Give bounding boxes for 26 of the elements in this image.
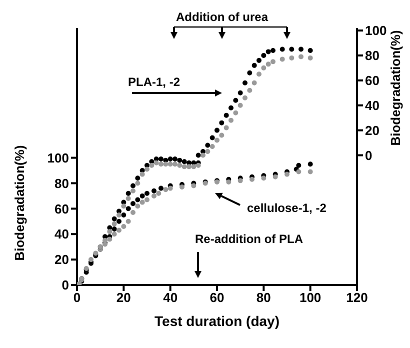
x-tick-label: 100 <box>299 290 322 306</box>
y-tick-label: 100 <box>47 150 69 166</box>
annotation: Re-addition of PLA <box>195 232 304 246</box>
y2-tick-label: 80 <box>365 48 380 64</box>
x-axis-title: Test duration (day) <box>154 313 280 329</box>
x-tick-label: 0 <box>73 290 81 306</box>
y-tick-label: 40 <box>54 226 69 242</box>
y2-tick-label: 40 <box>365 98 380 113</box>
y-tick-label: 60 <box>54 201 69 216</box>
y2-tick-label: 60 <box>365 73 380 88</box>
x-tick-label: 60 <box>210 290 224 306</box>
y2-tick-label: 20 <box>365 122 380 138</box>
y2-axis-title: Biodegradation(%) <box>388 30 403 146</box>
y2-tick-label: 100 <box>365 23 387 38</box>
y-tick-label: 0 <box>62 278 69 293</box>
x-tick-label: 80 <box>256 290 271 306</box>
text: Addition of urea <box>176 10 268 24</box>
y-axis-title: Biodegradation(%) <box>12 145 27 261</box>
x-tick-label: 40 <box>163 290 178 306</box>
annotation: cellulose-1, -2 <box>247 201 327 215</box>
y-tick-label: 20 <box>54 252 69 268</box>
x-tick-label: 120 <box>346 290 368 306</box>
annotation: PLA-1, -2 <box>128 75 180 89</box>
y-tick-label: 80 <box>54 176 69 191</box>
x-tick-label: 20 <box>116 290 131 306</box>
y2-tick-label: 0 <box>365 148 372 163</box>
